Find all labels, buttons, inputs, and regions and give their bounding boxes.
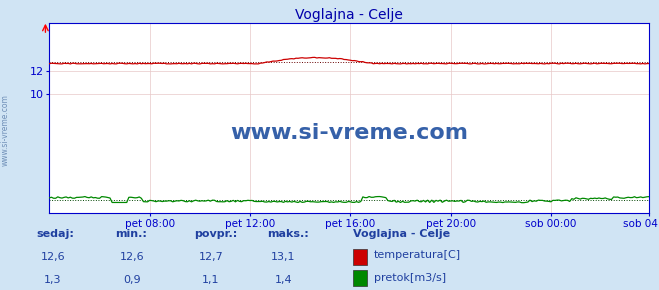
Text: 0,9: 0,9 bbox=[123, 275, 140, 285]
Text: 1,3: 1,3 bbox=[44, 275, 61, 285]
Text: www.si-vreme.com: www.si-vreme.com bbox=[230, 123, 469, 143]
Text: 12,7: 12,7 bbox=[198, 253, 223, 262]
Text: min.:: min.: bbox=[115, 229, 147, 239]
Text: 12,6: 12,6 bbox=[40, 253, 65, 262]
Text: 1,4: 1,4 bbox=[275, 275, 292, 285]
Text: 13,1: 13,1 bbox=[271, 253, 296, 262]
Text: maks.:: maks.: bbox=[267, 229, 308, 239]
Text: 1,1: 1,1 bbox=[202, 275, 219, 285]
Text: 12,6: 12,6 bbox=[119, 253, 144, 262]
Text: Voglajna - Celje: Voglajna - Celje bbox=[353, 229, 449, 239]
Text: sedaj:: sedaj: bbox=[36, 229, 74, 239]
Text: www.si-vreme.com: www.si-vreme.com bbox=[1, 95, 10, 166]
Text: pretok[m3/s]: pretok[m3/s] bbox=[374, 273, 445, 283]
Text: temperatura[C]: temperatura[C] bbox=[374, 250, 461, 260]
Title: Voglajna - Celje: Voglajna - Celje bbox=[295, 8, 403, 22]
Text: povpr.:: povpr.: bbox=[194, 229, 238, 239]
